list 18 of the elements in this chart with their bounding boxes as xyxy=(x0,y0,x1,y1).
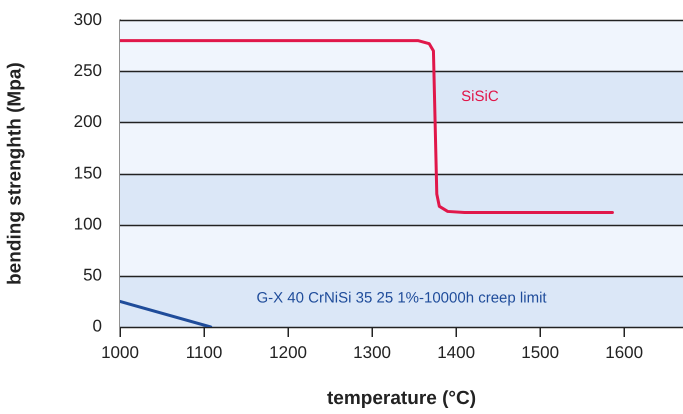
y-axis-title: bending strenghth (Mpa) xyxy=(4,62,26,285)
y-tick-label: 100 xyxy=(74,214,102,234)
x-tick-label: 1300 xyxy=(353,342,392,362)
y-tick-label: 200 xyxy=(74,112,102,132)
y-tick-label: 150 xyxy=(74,163,102,182)
y-tick-label: 50 xyxy=(83,266,102,285)
y-tick-label: 250 xyxy=(74,61,102,80)
x-axis-title: temperature (°C) xyxy=(326,388,476,409)
y-tick-label: 0 xyxy=(92,316,102,336)
text: G-X 40 CrNiSi 35 25 1%-10000h creep limit xyxy=(256,290,548,307)
y-tick-label: 300 xyxy=(74,10,102,29)
series-label: SiSiC xyxy=(461,88,499,106)
x-tick-label: 1600 xyxy=(605,342,644,362)
x-tick-label: 1000 xyxy=(101,342,139,362)
x-tick-label: 1500 xyxy=(521,342,560,362)
x-tick-label: 1200 xyxy=(269,342,307,362)
x-tick-label: 1400 xyxy=(437,342,476,362)
x-tick-label: 1100 xyxy=(186,342,222,362)
